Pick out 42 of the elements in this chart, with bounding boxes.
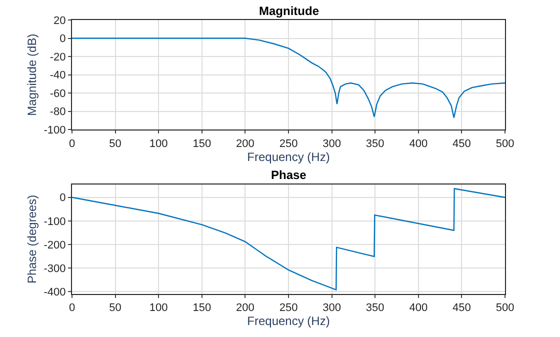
x-tick-label: 50 [109, 138, 122, 150]
x-tick-label: 350 [366, 138, 384, 150]
x-axis-title: Frequency (Hz) [247, 314, 330, 328]
y-tick-label: -200 [44, 239, 66, 252]
chart-title: Magnitude [259, 4, 320, 18]
y-axis-title: Magnitude (dB) [25, 34, 40, 116]
x-tick-label: 500 [496, 138, 514, 150]
y-tick-label: 0 [60, 33, 66, 46]
y-tick-label: -100 [44, 216, 66, 228]
x-tick-label: 450 [452, 302, 471, 314]
x-tick-label: 150 [192, 302, 212, 314]
x-tick-label: 450 [452, 138, 471, 150]
y-tick-label: -100 [44, 124, 66, 136]
x-tick-label: 150 [192, 138, 212, 150]
x-tick-label: 200 [236, 302, 254, 314]
y-tick-label: -60 [50, 88, 66, 100]
x-tick-label: 300 [322, 138, 341, 150]
x-tick-label: 400 [409, 138, 428, 150]
x-tick-label: 100 [149, 138, 168, 150]
y-tick-label: -80 [50, 106, 66, 118]
x-tick-label: 350 [366, 302, 384, 314]
x-tick-label: 250 [279, 138, 298, 150]
x-axis-title: Frequency (Hz) [247, 150, 330, 164]
y-tick-label: -400 [44, 286, 66, 298]
x-tick-label: 0 [68, 138, 76, 150]
line-series [72, 38, 505, 118]
chart-title: Phase [271, 168, 307, 182]
y-tick-label: -20 [50, 51, 66, 64]
y-axis-title: Phase (degrees) [25, 194, 40, 284]
y-tick-label: -300 [44, 262, 66, 275]
x-tick-label: 400 [409, 302, 428, 314]
line-series [72, 188, 505, 290]
y-tick-label: -40 [50, 70, 66, 82]
y-tick-label: 20 [54, 14, 66, 27]
x-tick-label: 200 [236, 138, 254, 150]
x-tick-label: 0 [68, 302, 76, 314]
x-tick-label: 50 [109, 302, 122, 314]
x-tick-label: 500 [496, 302, 514, 314]
x-tick-label: 250 [279, 302, 298, 314]
x-tick-label: 100 [149, 302, 168, 314]
x-tick-label: 300 [322, 302, 341, 314]
y-tick-label: 0 [60, 192, 66, 204]
